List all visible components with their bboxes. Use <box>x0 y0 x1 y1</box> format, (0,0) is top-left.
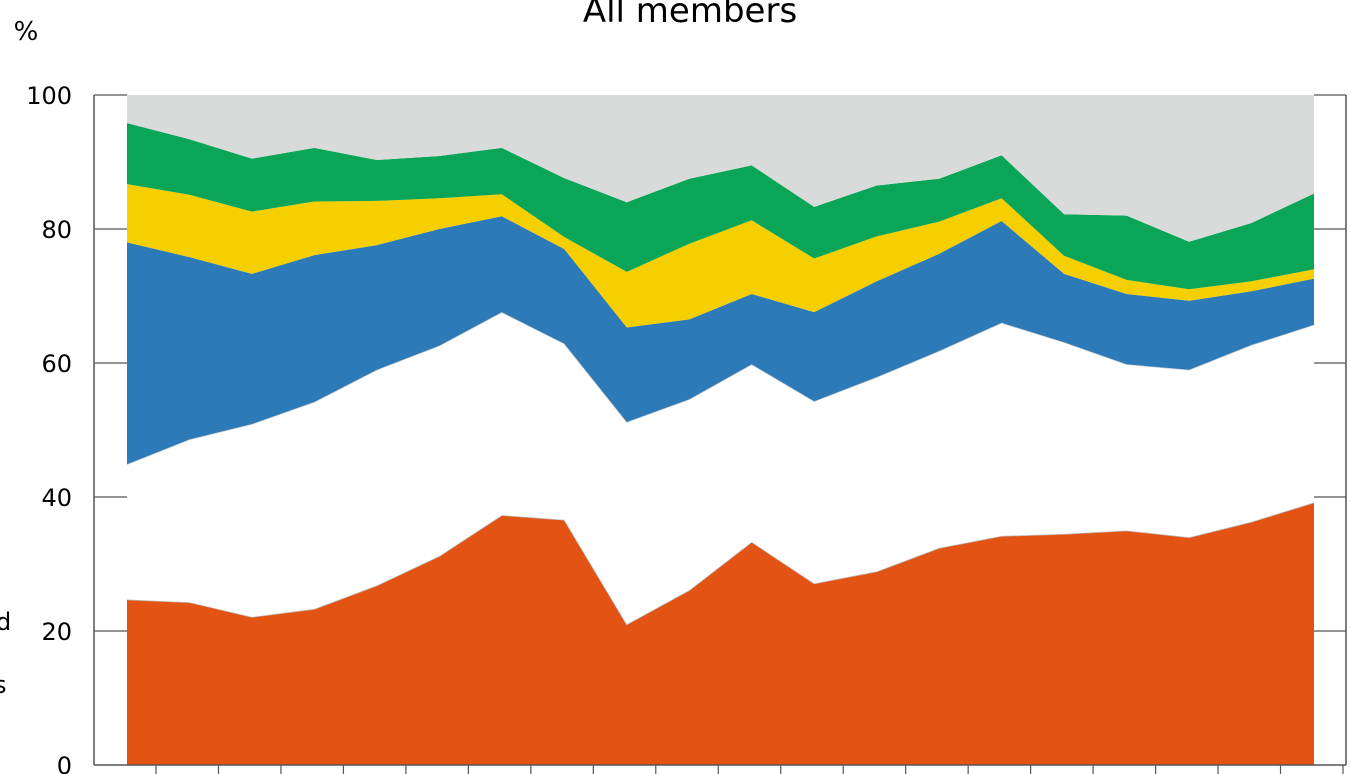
y-tick-label-80: 80 <box>41 216 72 244</box>
area-series-5 <box>127 123 1314 290</box>
area-series-6 <box>127 95 1314 242</box>
y-axis-unit-label: % <box>14 17 39 47</box>
area-series-3 <box>127 216 1314 465</box>
y-tick-label-0: 0 <box>57 752 72 774</box>
axes <box>93 95 1347 766</box>
y-tick-label-40: 40 <box>41 484 72 512</box>
y-tick-label-60: 60 <box>41 350 72 378</box>
y-tick-labels: 0 20 40 60 80 100 <box>26 82 72 774</box>
area-series-group <box>126 95 1315 765</box>
left-edge-text-1: d <box>0 608 11 636</box>
gridlines <box>94 94 1346 632</box>
x-tick-marks <box>155 765 1344 774</box>
y-tick-label-20: 20 <box>41 618 72 646</box>
y-tick-label-100: 100 <box>26 82 72 110</box>
chart-title: All members <box>583 0 797 31</box>
area-series-4 <box>127 184 1314 328</box>
left-edge-text-2: s <box>0 671 7 699</box>
area-series-1 <box>127 502 1314 765</box>
area-series-2 <box>127 312 1314 625</box>
